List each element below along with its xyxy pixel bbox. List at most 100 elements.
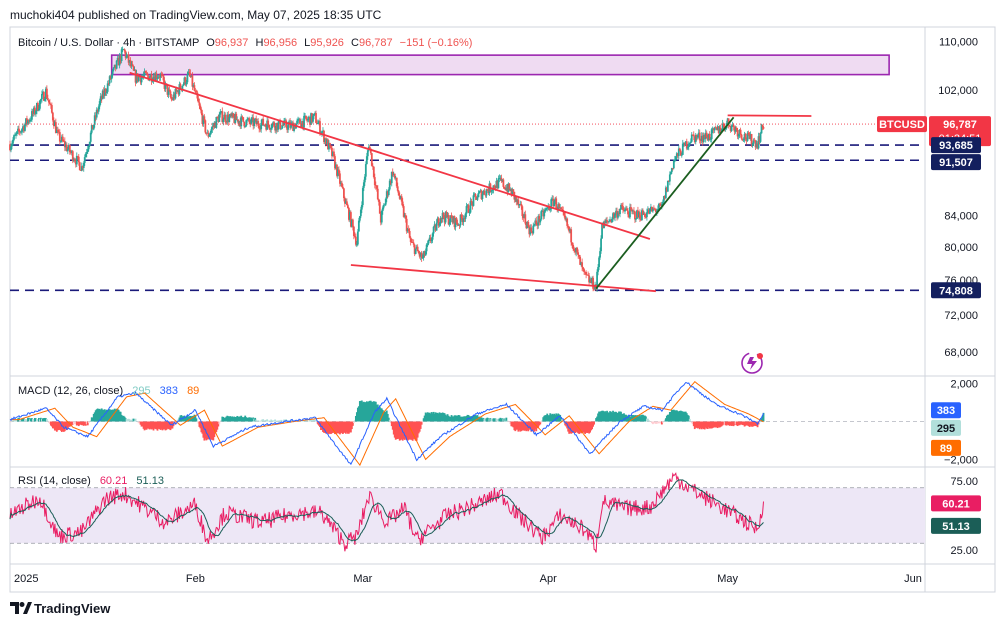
price-axis[interactable]: 110,000102,00084,00080,00076,00072,00068… xyxy=(938,36,978,557)
candle-body xyxy=(23,126,25,131)
candle-body xyxy=(134,70,137,83)
candle-body xyxy=(429,237,432,242)
candle-body xyxy=(360,205,363,210)
candle-body xyxy=(374,185,377,186)
candle-body xyxy=(31,111,33,120)
macd-histogram-bar xyxy=(613,412,615,422)
macd-histogram-bar xyxy=(15,419,17,422)
candle-body xyxy=(564,215,567,220)
candle-body xyxy=(70,151,73,153)
macd-histogram-bar xyxy=(644,415,646,422)
candle-body xyxy=(94,115,97,118)
candle-body xyxy=(672,160,675,169)
candle-body xyxy=(378,201,381,214)
macd-histogram-bar xyxy=(583,421,586,433)
macd-histogram-bar xyxy=(315,420,317,422)
candle-body xyxy=(400,196,403,202)
candle-body xyxy=(332,151,334,157)
candle-body xyxy=(589,279,591,283)
candle-body xyxy=(675,153,678,157)
candle-body xyxy=(255,118,258,124)
candle-body xyxy=(616,210,618,218)
candle-body xyxy=(302,121,304,128)
candle-body xyxy=(382,205,385,208)
time-axis[interactable]: 2025 Feb Mar Apr May Jun xyxy=(14,573,922,585)
rsi-legend: RSI (14, close) 60.21 51.13 xyxy=(18,475,164,487)
level-tag-0-bg xyxy=(931,137,981,154)
macd-histogram-bar xyxy=(228,416,231,422)
candle-body xyxy=(133,70,136,71)
macd-histogram-tag: 295 xyxy=(937,423,955,435)
macd-histogram-bar xyxy=(762,412,765,422)
candle-body xyxy=(631,209,633,212)
macd-histogram-bar xyxy=(234,417,237,422)
candle-body xyxy=(479,190,482,192)
candle-body xyxy=(623,209,625,212)
candle-body xyxy=(498,178,501,179)
candle-body xyxy=(709,139,712,140)
macd-histogram-bar xyxy=(48,421,51,424)
macd-histogram-bar xyxy=(747,421,750,427)
candle-body xyxy=(625,208,627,210)
trendline-0[interactable] xyxy=(129,71,651,240)
candle-body xyxy=(336,164,338,176)
candle-body xyxy=(246,119,249,121)
candle-body xyxy=(403,215,406,217)
trendline-3[interactable] xyxy=(727,114,812,117)
macd-histogram-bar xyxy=(242,417,245,422)
candle-body xyxy=(56,130,59,132)
candle-body xyxy=(269,128,272,130)
candle-body xyxy=(224,114,227,122)
candle-body xyxy=(651,208,654,212)
macd-histogram-bar xyxy=(524,421,527,431)
rsi-title: RSI (14, close) xyxy=(18,475,91,487)
candle-body xyxy=(333,151,335,157)
candle-body xyxy=(525,223,528,229)
resistance-zone[interactable] xyxy=(110,54,890,76)
candle-body xyxy=(66,148,69,152)
macd-histogram-bar xyxy=(496,419,499,422)
candle-body xyxy=(645,216,647,218)
macd-histogram-bar xyxy=(72,421,75,425)
time-axis-label-3: Apr xyxy=(540,573,557,585)
candle-body xyxy=(450,215,453,219)
candle-body xyxy=(521,206,524,217)
macd-histogram-bar xyxy=(419,421,422,429)
macd-histogram-bar xyxy=(617,412,619,422)
macd-histogram-bar xyxy=(350,421,353,430)
candle-body xyxy=(357,220,360,232)
macd-line-tag-bg xyxy=(931,402,961,419)
macd-histogram-bar xyxy=(523,421,526,431)
horizontal-levels[interactable] xyxy=(10,144,925,292)
candle-body xyxy=(25,118,27,125)
trendline-1[interactable] xyxy=(350,264,656,293)
macd-histogram-bar xyxy=(749,421,752,426)
trendline-2[interactable] xyxy=(595,116,735,290)
macd-histogram-bar xyxy=(494,418,497,422)
candle-body xyxy=(453,216,456,228)
candle-body xyxy=(632,210,634,212)
macd-histogram-bar xyxy=(609,411,611,422)
candle-body xyxy=(592,277,594,289)
macd-histogram-bar xyxy=(702,421,705,430)
candle-body xyxy=(69,152,72,153)
trendlines[interactable] xyxy=(129,71,812,293)
macd-histogram-bar xyxy=(182,416,185,422)
resistance-zone-box[interactable] xyxy=(110,54,890,76)
lightning-alert-icon[interactable] xyxy=(741,352,763,374)
macd-histogram-bar xyxy=(697,421,700,428)
candle-body xyxy=(158,76,161,78)
candle-body xyxy=(64,144,67,148)
macd-histogram-bar xyxy=(67,421,70,427)
candle-body xyxy=(103,88,106,96)
macd-histogram-bar xyxy=(225,416,228,422)
symbol-tag-bg xyxy=(877,116,927,133)
macd-histogram-bar xyxy=(361,402,364,422)
macd-histogram-bar xyxy=(731,421,734,426)
macd-histogram-bar xyxy=(743,421,746,427)
macd-histogram-bar xyxy=(226,415,229,422)
macd-pane xyxy=(9,381,765,467)
macd-histogram-bar xyxy=(575,421,578,432)
candle-body xyxy=(250,118,253,124)
macd-histogram-bar xyxy=(212,421,215,441)
